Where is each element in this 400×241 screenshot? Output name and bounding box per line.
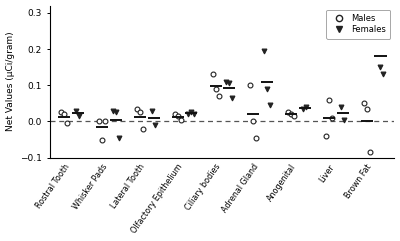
- Y-axis label: Net Values (μCi/gram): Net Values (μCi/gram): [6, 32, 14, 131]
- Legend: Males, Females: Males, Females: [326, 10, 390, 39]
